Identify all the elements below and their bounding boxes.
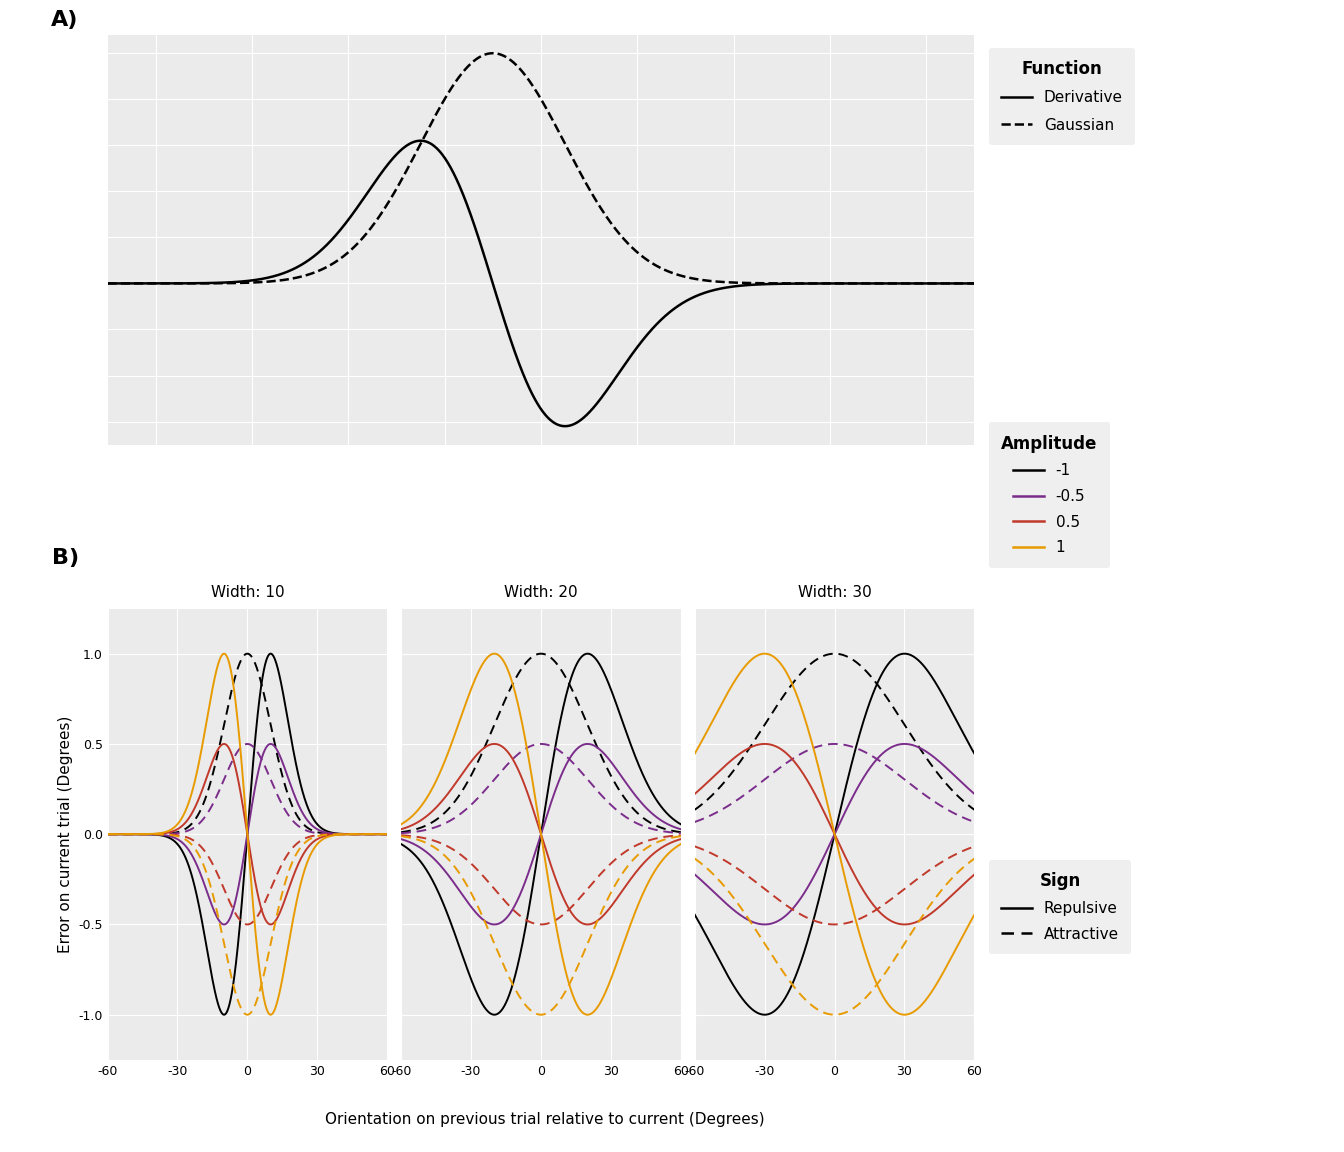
Text: B): B) [51, 548, 79, 568]
Legend: Repulsive, Attractive: Repulsive, Attractive [989, 861, 1132, 954]
Text: Orientation on previous trial relative to current (Degrees): Orientation on previous trial relative t… [324, 1112, 765, 1127]
Y-axis label: Error on current trial (Degrees): Error on current trial (Degrees) [58, 715, 73, 953]
Legend: -1, -0.5, 0.5, 1: -1, -0.5, 0.5, 1 [989, 423, 1110, 568]
Text: A): A) [51, 10, 78, 30]
Legend: Derivative, Gaussian: Derivative, Gaussian [989, 48, 1134, 145]
